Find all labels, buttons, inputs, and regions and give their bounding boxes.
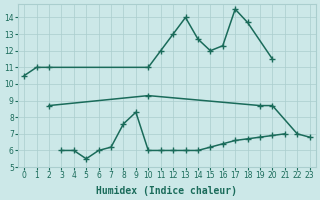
X-axis label: Humidex (Indice chaleur): Humidex (Indice chaleur)	[96, 186, 237, 196]
